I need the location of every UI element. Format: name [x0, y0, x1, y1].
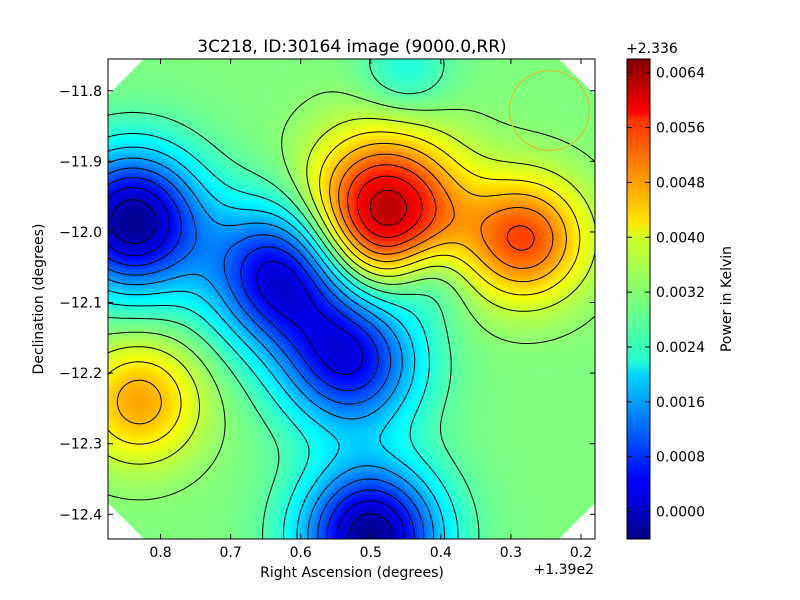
y-axis-label: Declination (degrees)	[31, 224, 47, 375]
contour-line	[356, 175, 423, 238]
contour-line	[108, 167, 425, 539]
colorbar-offset-label: +2.336	[626, 41, 678, 57]
chart-title: 3C218, ID:30164 image (9000.0,RR)	[197, 37, 506, 57]
contour-line	[108, 133, 459, 539]
x-tick-label-5: 0.3	[500, 545, 522, 561]
contour-line	[338, 153, 554, 269]
cb-tick-label-2: 0.0048	[656, 175, 705, 191]
contour-line	[108, 146, 445, 539]
x-tick-label-0: 0.8	[149, 545, 171, 561]
cb-tick-label-7: 0.0008	[656, 450, 705, 466]
x-axis-ticks: 0.8 0.7 0.6 0.5 0.4 0.3 0.2	[149, 59, 592, 561]
contour-line	[108, 177, 415, 539]
y-tick-label-2: −12.0	[59, 225, 102, 241]
cb-tick-label-4: 0.0032	[656, 285, 705, 301]
heatmap-image	[108, 59, 595, 539]
contour-line	[108, 59, 480, 539]
cb-tick-label-0: 0.0064	[656, 66, 705, 82]
y-tick-label-3: −12.1	[59, 296, 102, 312]
x-tick-label-1: 0.7	[219, 545, 241, 561]
contour-line	[347, 164, 535, 251]
contour-line	[369, 189, 407, 226]
colorbar-frame	[626, 58, 651, 540]
y-tick-label-6: −12.4	[59, 507, 102, 523]
y-tick-label-0: −11.8	[59, 84, 102, 100]
contour-lines	[108, 59, 595, 539]
y-tick-label-1: −11.9	[59, 154, 102, 170]
cb-tick-label-3: 0.0040	[656, 230, 705, 246]
cb-tick-label-1: 0.0056	[656, 121, 705, 137]
contour-line	[110, 199, 393, 539]
y-tick-label-4: −12.2	[59, 366, 102, 382]
colorbar-gradient	[627, 59, 650, 539]
beam-circle	[508, 69, 591, 152]
x-tick-label-4: 0.4	[430, 545, 452, 561]
cb-tick-label-5: 0.0024	[656, 340, 705, 356]
colorbar-ticks: 0.0064 0.0056 0.0048 0.0040 0.0032 0.0024 0.00…	[627, 66, 705, 521]
x-axis-offset-label: +1.39e2	[534, 562, 594, 578]
contour-line	[108, 117, 595, 465]
y-tick-label-5: −12.3	[59, 437, 102, 453]
x-tick-label-3: 0.5	[360, 545, 382, 561]
contour-line	[108, 131, 581, 445]
contour-line	[116, 142, 567, 425]
x-tick-label-6: 0.2	[570, 545, 592, 561]
colorbar: 0.0064 0.0056 0.0048 0.0040 0.0032 0.0024 0.00…	[626, 41, 735, 540]
cb-tick-label-6: 0.0016	[656, 395, 705, 411]
x-tick-label-2: 0.6	[290, 545, 312, 561]
plot-area: 0.8 0.7 0.6 0.5 0.4 0.3 0.2 −11.8 −11.9 −12.0 −12…	[59, 58, 596, 561]
colorbar-label: Power in Kelvin	[719, 246, 735, 352]
contour-line	[108, 187, 405, 539]
contour-line	[108, 157, 434, 539]
cb-tick-label-8: 0.0000	[656, 505, 705, 521]
x-axis-label: Right Ascension (degrees)	[260, 565, 444, 581]
y-axis-ticks: −11.8 −11.9 −12.0 −12.1 −12.2 −12.3 −12.4	[59, 84, 595, 523]
plot-frame	[107, 58, 596, 540]
